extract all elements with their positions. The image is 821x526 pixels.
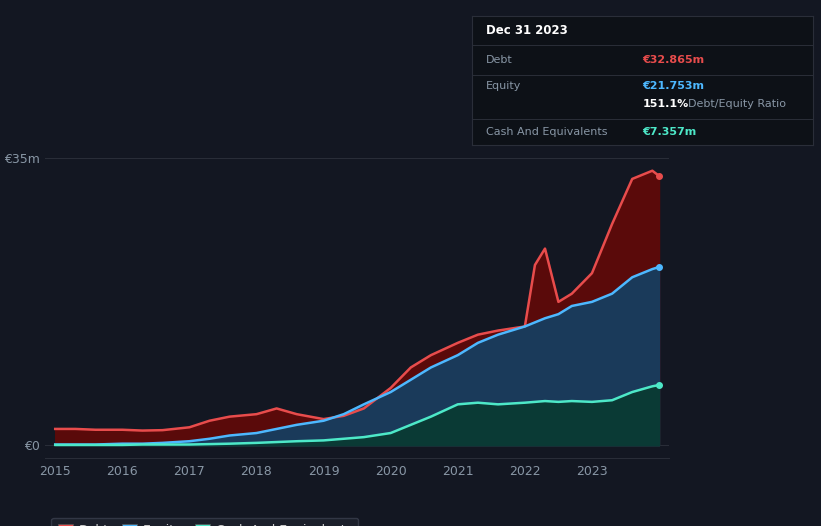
Legend: Debt, Equity, Cash And Equivalents: Debt, Equity, Cash And Equivalents: [52, 518, 359, 526]
Text: Debt/Equity Ratio: Debt/Equity Ratio: [689, 99, 787, 109]
Text: 151.1%: 151.1%: [643, 99, 689, 109]
Text: Debt: Debt: [486, 55, 512, 65]
Text: Equity: Equity: [486, 81, 521, 91]
Text: €7.357m: €7.357m: [643, 127, 697, 137]
Text: Dec 31 2023: Dec 31 2023: [486, 24, 567, 37]
Text: €32.865m: €32.865m: [643, 55, 704, 65]
Text: Cash And Equivalents: Cash And Equivalents: [486, 127, 608, 137]
Text: €21.753m: €21.753m: [643, 81, 704, 91]
